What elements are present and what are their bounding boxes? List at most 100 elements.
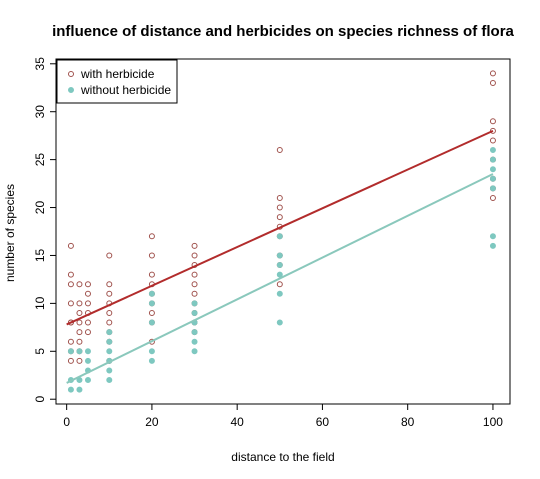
point-without-herbicide	[276, 252, 283, 259]
point-with-herbicide	[84, 329, 91, 336]
point-without-herbicide	[276, 290, 283, 297]
point-with-herbicide	[148, 233, 155, 240]
point-with-herbicide	[191, 242, 198, 249]
y-tick-label: 30	[33, 105, 47, 119]
point-with-herbicide	[76, 319, 83, 326]
point-without-herbicide	[489, 156, 496, 163]
point-without-herbicide	[148, 357, 155, 364]
legend-marker-without-herbicide	[68, 87, 74, 93]
chart-title: influence of distance and herbicides on …	[52, 23, 514, 40]
legend: with herbicide without herbicide	[56, 59, 178, 104]
trend-line-without-herbicide	[66, 173, 494, 384]
point-without-herbicide	[84, 357, 91, 364]
x-tick-label: 60	[316, 415, 330, 429]
point-with-herbicide	[67, 338, 74, 345]
point-with-herbicide	[106, 309, 113, 316]
point-with-herbicide	[489, 70, 496, 77]
point-without-herbicide	[191, 329, 198, 336]
point-without-herbicide	[106, 329, 113, 336]
y-tick-label: 15	[33, 248, 47, 262]
y-tick-label: 5	[33, 348, 47, 355]
point-without-herbicide	[191, 309, 198, 316]
point-with-herbicide	[106, 281, 113, 288]
x-tick-label: 20	[145, 415, 159, 429]
point-without-herbicide	[106, 377, 113, 384]
point-without-herbicide	[148, 319, 155, 326]
point-without-herbicide	[489, 242, 496, 249]
data-points	[67, 70, 496, 393]
point-without-herbicide	[276, 233, 283, 240]
point-with-herbicide	[489, 118, 496, 125]
point-with-herbicide	[84, 319, 91, 326]
point-without-herbicide	[106, 367, 113, 374]
y-tick-label: 35	[33, 57, 47, 71]
y-tick-label: 0	[33, 396, 47, 403]
point-with-herbicide	[191, 281, 198, 288]
legend-label-without-herbicide: without herbicide	[80, 83, 171, 97]
x-axis: 0 20 40 60 80 100	[63, 404, 503, 429]
point-without-herbicide	[489, 147, 496, 154]
point-with-herbicide	[76, 357, 83, 364]
point-with-herbicide	[76, 300, 83, 307]
y-tick-label: 10	[33, 296, 47, 310]
point-with-herbicide	[489, 127, 496, 134]
point-without-herbicide	[489, 175, 496, 182]
point-with-herbicide	[67, 271, 74, 278]
legend-box	[56, 59, 178, 104]
point-with-herbicide	[191, 252, 198, 259]
point-with-herbicide	[148, 271, 155, 278]
point-without-herbicide	[489, 233, 496, 240]
point-with-herbicide	[84, 300, 91, 307]
point-without-herbicide	[76, 386, 83, 393]
point-with-herbicide	[106, 319, 113, 326]
point-with-herbicide	[67, 319, 74, 326]
point-without-herbicide	[67, 348, 74, 355]
x-axis-label: distance to the field	[231, 450, 334, 464]
point-with-herbicide	[276, 147, 283, 154]
point-without-herbicide	[106, 338, 113, 345]
point-with-herbicide	[67, 281, 74, 288]
y-tick-label: 20	[33, 201, 47, 215]
x-tick-label: 40	[230, 415, 244, 429]
point-with-herbicide	[76, 281, 83, 288]
point-with-herbicide	[67, 357, 74, 364]
point-without-herbicide	[148, 290, 155, 297]
point-without-herbicide	[106, 348, 113, 355]
legend-label-with-herbicide: with herbicide	[80, 67, 155, 81]
point-with-herbicide	[276, 281, 283, 288]
point-with-herbicide	[67, 300, 74, 307]
point-with-herbicide	[148, 252, 155, 259]
y-axis: 0 5 10 15 20 25 30 35	[33, 57, 56, 403]
point-with-herbicide	[191, 271, 198, 278]
point-with-herbicide	[489, 79, 496, 86]
point-with-herbicide	[276, 214, 283, 221]
legend-marker-with-herbicide	[68, 71, 74, 77]
point-without-herbicide	[191, 300, 198, 307]
point-with-herbicide	[76, 309, 83, 316]
point-with-herbicide	[276, 194, 283, 201]
trend-line-with-herbicide	[66, 129, 494, 326]
y-tick-label: 25	[33, 153, 47, 167]
point-with-herbicide	[76, 338, 83, 345]
point-without-herbicide	[489, 185, 496, 192]
point-without-herbicide	[191, 348, 198, 355]
point-with-herbicide	[67, 242, 74, 249]
point-without-herbicide	[84, 348, 91, 355]
point-with-herbicide	[84, 281, 91, 288]
point-with-herbicide	[276, 204, 283, 211]
point-with-herbicide	[106, 252, 113, 259]
point-without-herbicide	[76, 348, 83, 355]
point-with-herbicide	[84, 290, 91, 297]
point-without-herbicide	[67, 386, 74, 393]
point-without-herbicide	[276, 319, 283, 326]
point-with-herbicide	[106, 290, 113, 297]
y-axis-label: number of species	[3, 184, 17, 282]
plot-frame	[55, 58, 511, 405]
point-without-herbicide	[489, 166, 496, 173]
trend-lines	[66, 129, 494, 384]
x-tick-label: 100	[483, 415, 503, 429]
x-tick-label: 80	[401, 415, 415, 429]
point-without-herbicide	[148, 348, 155, 355]
point-without-herbicide	[84, 377, 91, 384]
